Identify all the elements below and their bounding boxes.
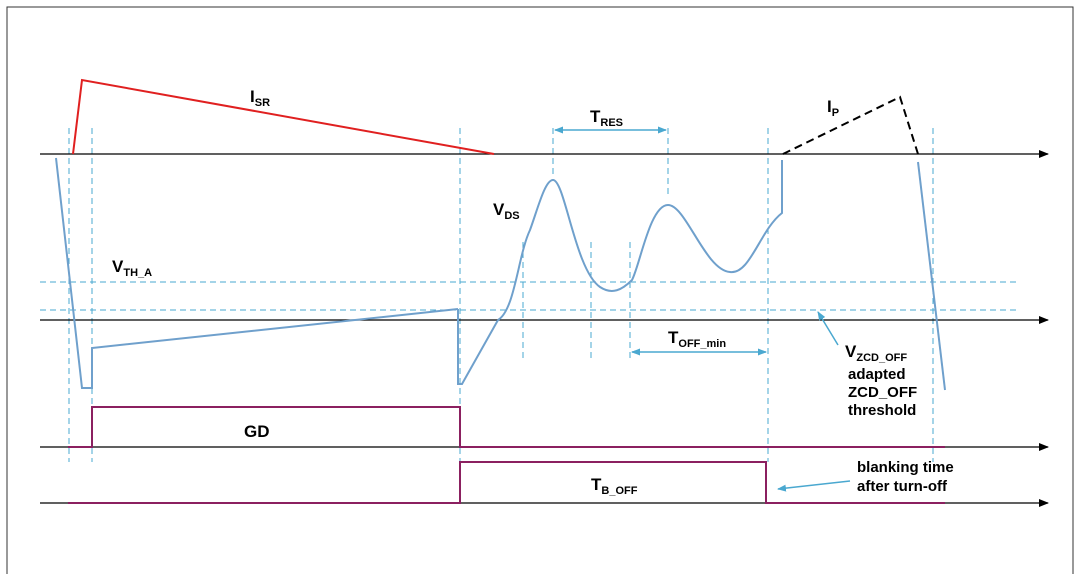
vds-waveform: [55, 157, 946, 391]
diagram-border: [6, 6, 1074, 574]
tres-label: TRES: [590, 107, 623, 129]
gd-label: GD: [244, 422, 270, 441]
tboff-waveform: [68, 461, 945, 504]
axes: [40, 150, 1049, 507]
blanking-caption-line2: after turn-off: [857, 478, 948, 495]
guide-lines: [40, 128, 1020, 462]
blanking-pointer: [777, 480, 851, 492]
vth-label: VTH_A: [112, 257, 152, 279]
blanking-caption-line1: blanking time: [857, 459, 954, 476]
ip-waveform: [782, 95, 919, 155]
isr-waveform: [72, 78, 495, 155]
ip-label: IP: [827, 97, 839, 119]
zcd-caption-line2: ZCD_OFF: [848, 384, 917, 401]
zcd-pointer: [817, 311, 839, 346]
gd-waveform: [68, 406, 945, 448]
zcd-caption-line3: threshold: [848, 402, 916, 419]
toff-label: TOFF_min: [668, 328, 726, 350]
zcd-caption-line1: adapted: [848, 366, 906, 383]
vzcd-label: VZCD_OFF: [845, 342, 907, 364]
tboff-label: TB_OFF: [591, 475, 638, 497]
isr-label: ISR: [250, 87, 270, 109]
vds-label: VDS: [493, 200, 520, 222]
